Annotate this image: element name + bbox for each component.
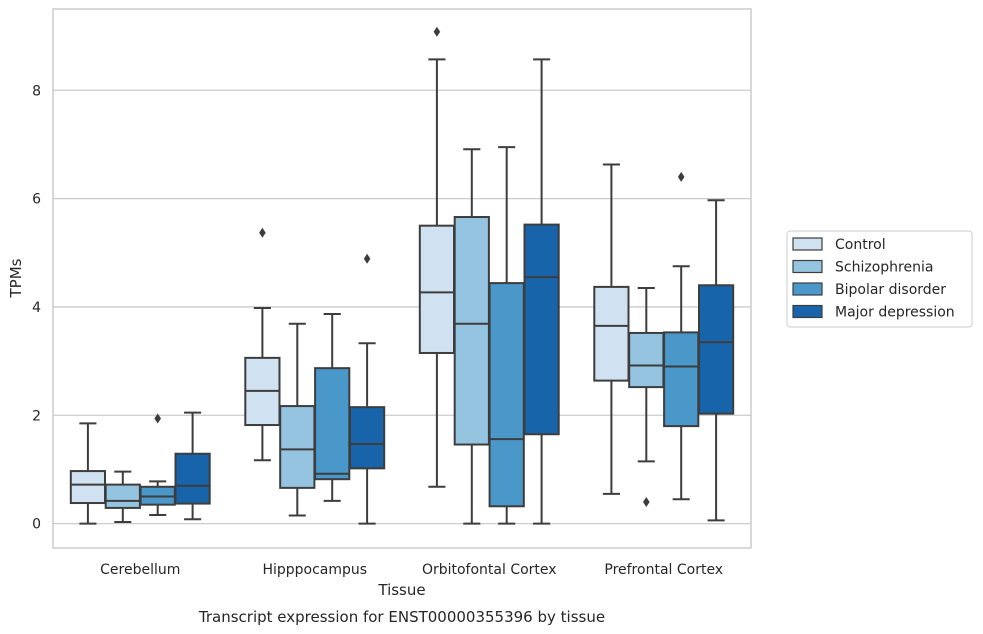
- iqr-box: [279, 405, 316, 489]
- box-0-0: [69, 422, 107, 525]
- legend-swatch: [792, 282, 823, 296]
- legend-swatch: [792, 304, 823, 319]
- box-1-1: [279, 322, 316, 517]
- iqr-box: [593, 285, 630, 382]
- iqr-box: [523, 223, 560, 436]
- iqr-box: [174, 452, 211, 505]
- y-axis-label: TPMs: [7, 258, 25, 298]
- box-1-0: [244, 227, 281, 462]
- boxes: [69, 26, 735, 525]
- plot-frame: [52, 8, 752, 549]
- x-axis-label: Tissue: [377, 581, 425, 599]
- box-2-0: [418, 26, 456, 488]
- chart-caption: Transcript expression for ENST0000035539…: [198, 608, 605, 626]
- iqr-box: [69, 470, 107, 505]
- box-2-3: [523, 58, 560, 525]
- box-0-3: [174, 411, 211, 521]
- x-tick-label: Cerebellum: [100, 562, 180, 578]
- y-tick-label: 8: [32, 83, 41, 99]
- y-tick-label: 0: [32, 517, 41, 533]
- iqr-box: [418, 224, 456, 354]
- legend-entry: Major depression: [835, 305, 955, 321]
- legend-entry: Schizophrenia: [835, 260, 933, 276]
- box-3-0: [593, 163, 630, 495]
- box-2-1: [453, 148, 490, 525]
- box-3-3: [697, 199, 735, 522]
- x-tick-label: Orbitofontal Cortex: [422, 562, 557, 578]
- y-tick-label: 2: [32, 408, 41, 424]
- outlier-point: [677, 171, 685, 182]
- x-tick-label: Hipppocampus: [262, 562, 367, 578]
- box-0-2: [139, 413, 176, 516]
- box-2-2: [488, 146, 525, 525]
- outlier-point: [154, 413, 161, 424]
- legend-frame: [786, 230, 973, 328]
- box-3-2: [663, 171, 700, 501]
- y-tick-label: 4: [32, 300, 41, 316]
- x-tick-labels: Cerebellum Hipppocampus Orbitofontal Corte…: [100, 562, 723, 578]
- outlier-point: [433, 26, 441, 37]
- box-1-2: [314, 312, 351, 502]
- y-tick-label: 6: [32, 192, 41, 208]
- x-tick-label: Prefrontal Cortex: [604, 562, 723, 578]
- outlier-point: [259, 227, 266, 238]
- outlier-point: [363, 253, 371, 264]
- iqr-box: [348, 406, 386, 470]
- iqr-box: [314, 367, 351, 481]
- outlier-point: [643, 496, 650, 507]
- gridlines: [53, 89, 751, 525]
- iqr-box: [104, 483, 141, 509]
- y-tick-labels: 0 2 4 6 8: [32, 83, 41, 532]
- iqr-box: [488, 282, 525, 508]
- box-1-3: [348, 253, 386, 525]
- legend-entry: Control: [835, 237, 886, 253]
- legend-entry: Bipolar disorder: [835, 282, 946, 298]
- box-3-1: [628, 286, 665, 507]
- box-0-1: [104, 470, 141, 523]
- iqr-box: [628, 331, 665, 389]
- iqr-box: [453, 216, 490, 446]
- legend-swatch: [792, 259, 823, 274]
- iqr-box: [663, 331, 700, 428]
- legend-swatch: [792, 237, 823, 251]
- iqr-box: [697, 284, 735, 415]
- legend: Control Schizophrenia Bipolar disorder Majo…: [786, 230, 973, 328]
